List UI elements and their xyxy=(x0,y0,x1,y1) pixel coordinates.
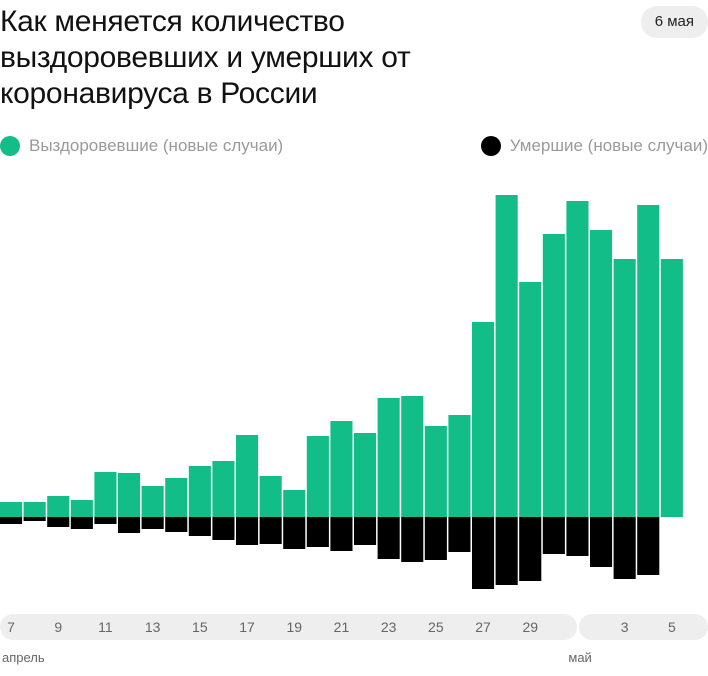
x-tick-label: 21 xyxy=(334,619,350,635)
x-tick-label: 3 xyxy=(621,619,629,635)
bar-recovered-14 xyxy=(165,478,188,517)
x-tick-label: 9 xyxy=(54,619,62,635)
bar-deaths-13 xyxy=(141,517,164,529)
x-tick-label: 13 xyxy=(145,619,161,635)
x-tick-label: 11 xyxy=(98,619,113,635)
bar-recovered-9 xyxy=(47,496,70,517)
bar-recovered-11 xyxy=(94,472,117,517)
x-tick-label: 7 xyxy=(7,619,15,635)
bar-deaths-21 xyxy=(330,517,353,551)
bar-deaths-22 xyxy=(354,517,377,545)
legend-label-recovered: Выздоровевшие (новые случаи) xyxy=(29,136,284,155)
bar-deaths-25 xyxy=(424,517,447,560)
bar-recovered-3 xyxy=(613,259,636,517)
bar-recovered-20 xyxy=(306,436,329,517)
x-tick-label: 15 xyxy=(192,619,208,635)
bar-recovered-26 xyxy=(448,415,471,517)
bar-recovered-7 xyxy=(0,502,23,517)
bar-deaths-7 xyxy=(0,517,23,524)
bar-deaths-1 xyxy=(566,517,589,556)
month-label: апрель xyxy=(2,650,45,665)
axis-band-may xyxy=(579,614,708,640)
bar-deaths-17 xyxy=(236,517,259,545)
bar-deaths-3 xyxy=(613,517,636,579)
bar-deaths-18 xyxy=(259,517,282,544)
x-tick-label: 25 xyxy=(428,619,444,635)
bar-recovered-4 xyxy=(637,205,660,517)
bar-recovered-1 xyxy=(566,201,589,517)
bar-deaths-14 xyxy=(165,517,188,532)
bar-deaths-28 xyxy=(495,517,518,585)
x-tick-label: 5 xyxy=(668,619,676,635)
bar-recovered-27 xyxy=(472,322,495,517)
bar-recovered-15 xyxy=(188,466,211,517)
bar-deaths-4 xyxy=(637,517,660,575)
bar-deaths-2 xyxy=(590,517,613,567)
bar-recovered-22 xyxy=(354,433,377,517)
bar-recovered-29 xyxy=(519,282,542,517)
legend-item-deaths: Умершие (новые случаи) xyxy=(480,136,708,156)
bar-deaths-23 xyxy=(377,517,400,559)
bar-recovered-5 xyxy=(660,259,683,517)
bar-deaths-10 xyxy=(70,517,93,529)
bar-recovered-30 xyxy=(542,234,565,517)
bar-deaths-15 xyxy=(188,517,211,536)
legend-item-recovered: Выздоровевшие (новые случаи) xyxy=(0,136,283,156)
bar-deaths-27 xyxy=(472,517,495,589)
bar-deaths-19 xyxy=(283,517,306,549)
bar-recovered-24 xyxy=(401,396,424,517)
bar-recovered-21 xyxy=(330,421,353,517)
bar-deaths-12 xyxy=(118,517,141,533)
legend: Выздоровевшие (новые случаи) Умершие (но… xyxy=(0,136,708,162)
bar-recovered-2 xyxy=(590,230,613,517)
bar-recovered-19 xyxy=(283,490,306,517)
bar-recovered-8 xyxy=(23,502,46,517)
bar-recovered-23 xyxy=(377,398,400,517)
bar-recovered-17 xyxy=(236,435,259,517)
bar-recovered-25 xyxy=(424,426,447,517)
bar-recovered-13 xyxy=(141,486,164,517)
bar-deaths-8 xyxy=(23,517,46,521)
chart: 7 9 11 13 15 17 19 21 23 25 27 29 3 5 апрель май xyxy=(0,195,708,665)
bar-deaths-29 xyxy=(519,517,542,581)
bar-deaths-9 xyxy=(47,517,70,527)
bar-deaths-24 xyxy=(401,517,424,562)
x-tick-label: 23 xyxy=(381,619,397,635)
recovered-dot-icon xyxy=(0,136,20,156)
x-tick-label: 29 xyxy=(522,619,538,635)
bar-recovered-28 xyxy=(495,195,518,517)
chart-title: Как меняется количество выздоровевших и … xyxy=(0,5,411,110)
bar-deaths-30 xyxy=(542,517,565,554)
date-badge: 6 мая xyxy=(640,6,708,38)
legend-label-deaths: Умершие (новые случаи) xyxy=(509,136,708,155)
x-tick-label: 27 xyxy=(475,619,491,635)
axis-band-april xyxy=(0,614,577,640)
bar-deaths-11 xyxy=(94,517,117,524)
month-label: май xyxy=(568,650,591,665)
bar-recovered-12 xyxy=(118,473,141,517)
bar-recovered-16 xyxy=(212,461,235,517)
deaths-dot-icon xyxy=(480,136,501,156)
x-tick-label: 19 xyxy=(286,619,302,635)
bar-recovered-18 xyxy=(259,476,282,517)
x-tick-label: 17 xyxy=(239,619,255,635)
bar-deaths-20 xyxy=(306,517,329,547)
bar-deaths-26 xyxy=(448,517,471,552)
bar-recovered-10 xyxy=(70,500,93,517)
bar-deaths-16 xyxy=(212,517,235,540)
